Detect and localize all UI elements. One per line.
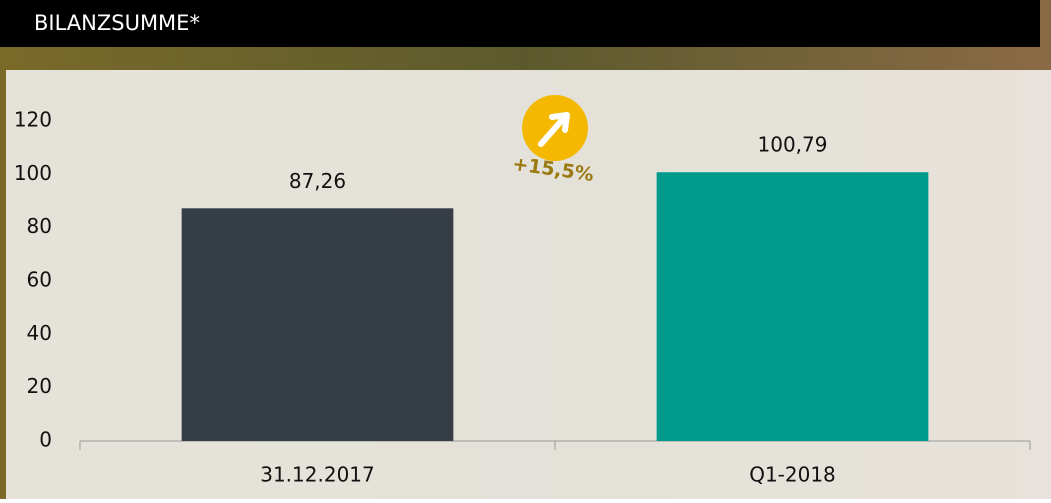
- data-label: 100,79: [758, 133, 828, 157]
- y-tick-label: 120: [14, 108, 52, 132]
- y-tick-label: 0: [39, 428, 52, 452]
- data-label: 87,26: [289, 169, 346, 193]
- y-tick-label: 60: [27, 268, 52, 292]
- title-bar: [0, 0, 1040, 47]
- y-tick-label: 100: [14, 161, 52, 185]
- x-tick-label: 31.12.2017: [260, 463, 375, 487]
- x-tick-label: Q1-2018: [749, 463, 836, 487]
- bar: [656, 172, 929, 441]
- y-tick-label: 20: [27, 374, 52, 398]
- y-tick-label: 80: [27, 214, 52, 238]
- bar: [181, 208, 454, 441]
- chart-title: BILANZSUMME*: [34, 11, 200, 35]
- growth-arrow: [538, 112, 570, 147]
- plot: 0 20 40 60 80 100 120 31.12.2017 87,26 Q1-2018 100…: [14, 108, 1031, 487]
- y-tick-label: 40: [27, 321, 52, 345]
